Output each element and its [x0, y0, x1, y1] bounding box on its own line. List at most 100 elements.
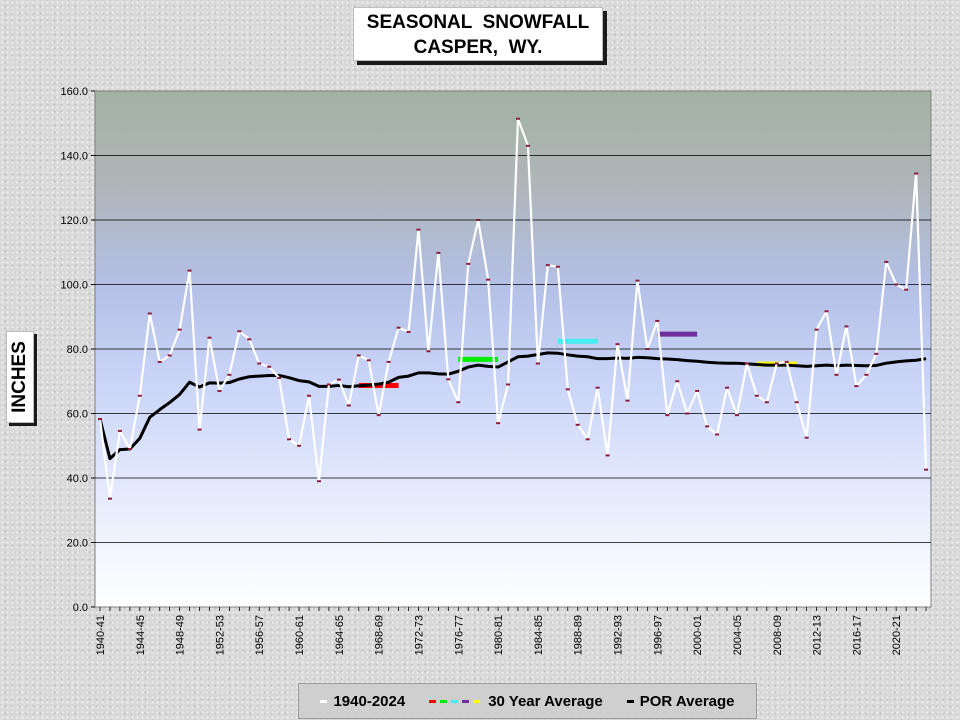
- legend-item-30yr: 30 Year Average: [429, 693, 603, 710]
- data-point-marker: [456, 401, 461, 404]
- data-point-marker: [177, 328, 182, 331]
- data-point-marker: [376, 414, 381, 417]
- x-tick-label: 2008-09: [772, 615, 784, 655]
- legend-swatch-red: [429, 699, 437, 703]
- data-point-marker: [257, 362, 262, 365]
- legend-item-seasonal: 1940-2024: [320, 693, 405, 710]
- y-tick-label: 100.0: [60, 280, 88, 292]
- data-point-marker: [784, 360, 789, 363]
- x-tick-label: 1980-81: [493, 615, 505, 655]
- x-tick-label: 1988-89: [573, 615, 585, 655]
- data-point-marker: [814, 328, 819, 331]
- data-point-marker: [675, 380, 680, 383]
- data-point-marker: [237, 330, 242, 333]
- data-point-marker: [316, 480, 321, 483]
- x-tick-label: 1960-61: [294, 615, 306, 655]
- data-point-marker: [834, 373, 839, 376]
- seasonal-path: [98, 117, 928, 500]
- data-point-marker: [366, 359, 371, 362]
- legend-swatch-yellow: [473, 699, 481, 703]
- data-point-marker: [655, 319, 660, 322]
- data-point-marker: [307, 394, 311, 397]
- data-point-marker: [506, 383, 511, 386]
- data-point-marker: [346, 404, 351, 407]
- data-point-marker: [794, 401, 799, 404]
- x-tick-label: 1944-45: [135, 615, 147, 655]
- data-point-marker: [167, 354, 172, 357]
- data-point-marker: [924, 468, 929, 471]
- data-point-marker: [326, 383, 331, 386]
- data-point-marker: [804, 436, 809, 439]
- x-tick-label: 1948-49: [175, 615, 187, 655]
- x-tick-label: 1956-57: [254, 615, 266, 655]
- data-point-marker: [466, 262, 471, 265]
- y-tick-label: 140.0: [60, 151, 88, 163]
- data-point-marker: [715, 433, 720, 436]
- x-tick-label: 2020-21: [891, 615, 903, 655]
- data-point-marker: [446, 378, 451, 381]
- legend-swatch-green: [440, 699, 448, 703]
- data-point-marker: [107, 497, 112, 500]
- data-point-marker: [555, 265, 560, 268]
- legend-swatch-cyan: [451, 699, 459, 703]
- data-point-marker: [585, 438, 590, 441]
- data-point-marker: [525, 144, 530, 147]
- x-tick-label: 2000-01: [692, 615, 704, 655]
- data-point-marker: [914, 172, 919, 175]
- x-tick-label: 2012-13: [812, 615, 824, 655]
- data-point-marker: [426, 350, 431, 353]
- y-tick-label: 0.0: [73, 602, 88, 614]
- data-point-marker: [645, 348, 650, 350]
- data-point-marker: [336, 378, 341, 381]
- data-point-marker: [486, 278, 491, 281]
- x-tick-label: 2016-17: [851, 615, 863, 655]
- data-point-marker: [904, 288, 909, 291]
- gridlines: [95, 155, 931, 543]
- y-tick-label: 40.0: [67, 473, 88, 485]
- data-point-marker: [575, 423, 580, 426]
- data-point-marker: [297, 444, 302, 447]
- data-point-marker: [734, 414, 739, 417]
- data-point-marker: [147, 312, 152, 315]
- data-point-marker: [844, 325, 849, 328]
- data-point-marker: [695, 389, 700, 392]
- x-tick-label: 1952-53: [214, 615, 226, 655]
- x-tick-label: 1976-77: [453, 615, 465, 655]
- y-tick-label: 20.0: [67, 538, 88, 550]
- y-tick-label: 60.0: [67, 409, 88, 421]
- seasonal-snowfall-line: [98, 117, 929, 500]
- y-tick-label: 120.0: [60, 215, 88, 227]
- title-line-2: CASPER, WY.: [413, 37, 543, 58]
- data-point-marker: [595, 386, 600, 389]
- data-point-marker: [665, 414, 670, 417]
- y-axis-label-box: INCHES: [6, 331, 34, 423]
- legend-swatches-30yr: [429, 699, 481, 703]
- data-point-marker: [137, 394, 142, 397]
- data-point-marker: [117, 429, 122, 432]
- title-line-1: SEASONAL SNOWFALL: [366, 12, 590, 33]
- data-point-marker: [884, 260, 889, 263]
- y-axis-ticks: 0.0 20.0 40.0 60.0 80.0 100.0 120.0 140.0 160.0: [60, 86, 95, 614]
- data-point-marker: [247, 338, 252, 341]
- data-point-marker: [744, 362, 749, 365]
- data-point-marker: [187, 269, 192, 272]
- data-point-marker: [287, 438, 292, 441]
- data-point-marker: [764, 401, 769, 404]
- data-point-marker: [436, 251, 441, 254]
- data-point-marker: [754, 394, 759, 397]
- data-point-marker: [406, 330, 411, 333]
- data-point-marker: [824, 310, 829, 313]
- data-point-marker: [227, 373, 232, 376]
- data-point-marker: [565, 388, 570, 391]
- data-point-marker: [127, 447, 132, 450]
- chart-title: SEASONAL SNOWFALL CASPER, WY.: [353, 7, 603, 61]
- x-tick-label: 1968-69: [374, 615, 386, 655]
- data-point-marker: [98, 417, 102, 420]
- data-point-marker: [854, 385, 859, 388]
- legend-swatch-por: [626, 699, 634, 703]
- legend-label-por: POR Average: [639, 692, 735, 710]
- x-tick-label: 1996-97: [652, 615, 664, 655]
- data-point-marker: [157, 360, 162, 363]
- x-tick-label: 1984-85: [533, 615, 545, 655]
